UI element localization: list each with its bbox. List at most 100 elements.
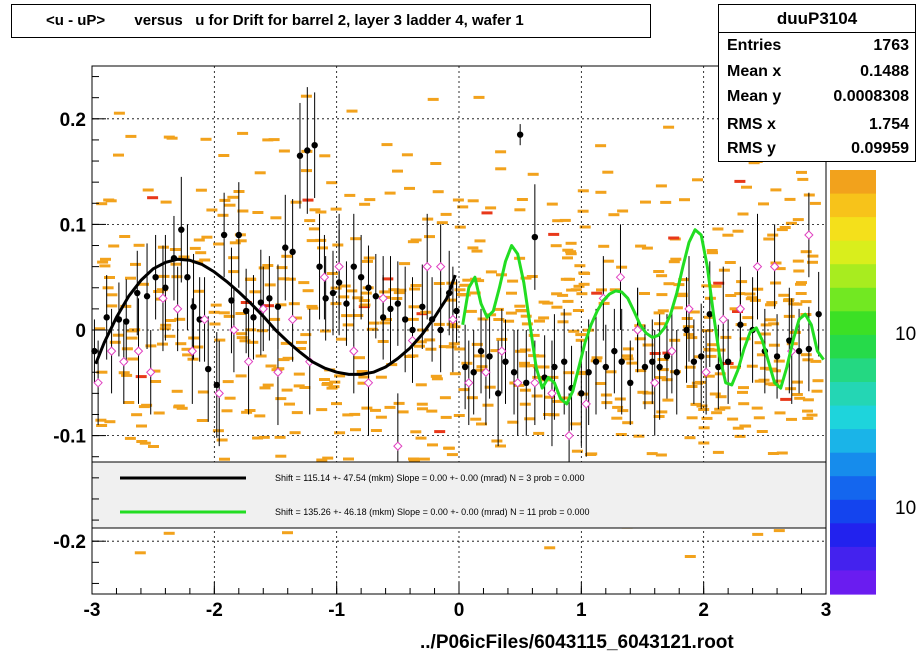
histogram-bin [572, 309, 584, 312]
y-tick-label: 0.1 [60, 215, 87, 236]
histogram-bin [307, 306, 319, 310]
histogram-bin [668, 260, 680, 264]
histogram-bin [802, 409, 813, 413]
histogram-bin [662, 351, 674, 355]
histogram-bin [262, 383, 274, 387]
histogram-bin [136, 440, 148, 443]
histogram-bin [219, 457, 230, 461]
histogram-bin [738, 402, 750, 406]
histogram-bin [736, 280, 748, 284]
histogram-bin [668, 236, 680, 240]
data-point-diamond [334, 261, 344, 272]
histogram-bin [359, 303, 371, 307]
histogram-bin [611, 416, 623, 420]
data-point-diamond [229, 325, 239, 335]
data-point [494, 390, 502, 397]
data-point [786, 337, 793, 344]
data-point-diamond [481, 367, 491, 377]
data-point [134, 289, 141, 297]
histogram-bin [656, 410, 668, 414]
histogram-bin [173, 404, 185, 408]
x-tick-label: -2 [206, 600, 223, 621]
histogram-bin [538, 365, 550, 369]
histogram-bin [732, 229, 744, 233]
histogram-bin [690, 402, 702, 406]
histogram-bin [579, 225, 591, 229]
histogram-bin [256, 329, 268, 333]
histogram-bin [491, 439, 503, 443]
histogram-bin [765, 303, 776, 307]
data-point [715, 363, 722, 371]
y-tick-label: -0.2 [53, 532, 86, 553]
histogram-bin [346, 109, 358, 113]
histogram-bin [758, 202, 769, 206]
histogram-bin [764, 382, 776, 386]
histogram-bin [577, 209, 589, 213]
histogram-bin [299, 386, 311, 389]
histogram-bin [448, 342, 460, 346]
data-point-diamond [513, 378, 523, 388]
histogram-bin [608, 213, 620, 217]
histogram-bin [96, 202, 108, 206]
data-point [228, 297, 235, 304]
histogram-bin [236, 336, 248, 340]
histogram-bin [710, 284, 722, 288]
histogram-bin [729, 307, 741, 311]
histogram-bin [773, 359, 785, 363]
histogram-bin [149, 369, 161, 373]
histogram-bin [275, 303, 287, 307]
data-point [350, 263, 357, 270]
data-point-diamond [199, 314, 210, 325]
histogram-bin [359, 202, 371, 206]
data-point [561, 358, 568, 365]
histogram-bin [548, 232, 560, 236]
data-point [103, 314, 110, 321]
histogram-bin [577, 189, 589, 193]
legend: Shift = 115.14 +- 47.54 (mkm) Slope = 0.… [120, 473, 590, 517]
histogram-bin [446, 453, 458, 457]
histogram-bin [730, 365, 741, 369]
histogram-bin [756, 430, 768, 433]
histogram-bin [278, 277, 290, 281]
histogram-bin [720, 335, 732, 339]
histogram-bin [626, 361, 638, 365]
histogram-bin [214, 338, 226, 342]
histogram-bin [338, 295, 350, 299]
histogram-bin [751, 406, 763, 410]
histogram-bin [174, 317, 186, 321]
histogram-bin [171, 275, 183, 279]
x-tick-label: 3 [821, 600, 832, 621]
histogram-bin [431, 377, 443, 381]
color-scale-segment [830, 287, 876, 312]
histogram-bin [352, 296, 364, 300]
histogram-bin [176, 406, 188, 410]
histogram-bin [792, 380, 803, 384]
histogram-bin [199, 258, 211, 262]
histogram-bin [237, 131, 249, 135]
histogram-bin [516, 198, 528, 201]
histogram-bin [495, 444, 506, 448]
data-point [419, 303, 426, 310]
histogram-bin [306, 239, 318, 243]
histogram-bin [274, 435, 286, 439]
histogram-bin [221, 409, 233, 413]
histogram-bin [459, 293, 471, 297]
histogram-bin [218, 154, 230, 157]
color-scale-segment [830, 429, 876, 454]
histogram-bin [182, 353, 194, 357]
data-point [510, 369, 518, 376]
histogram-bin [358, 299, 370, 303]
histogram-bin [384, 191, 396, 195]
histogram-bin [235, 239, 247, 243]
histogram-bin [200, 137, 212, 141]
histogram-bin [395, 288, 407, 292]
histogram-bin [410, 238, 422, 242]
data-point [196, 316, 203, 323]
histogram-bin [571, 449, 583, 453]
histogram-bin [465, 309, 477, 313]
histogram-bin [255, 354, 267, 358]
histogram-bin [124, 436, 136, 440]
histogram-bin [707, 251, 718, 255]
histogram-bin [714, 372, 726, 376]
data-point-diamond [547, 388, 557, 399]
